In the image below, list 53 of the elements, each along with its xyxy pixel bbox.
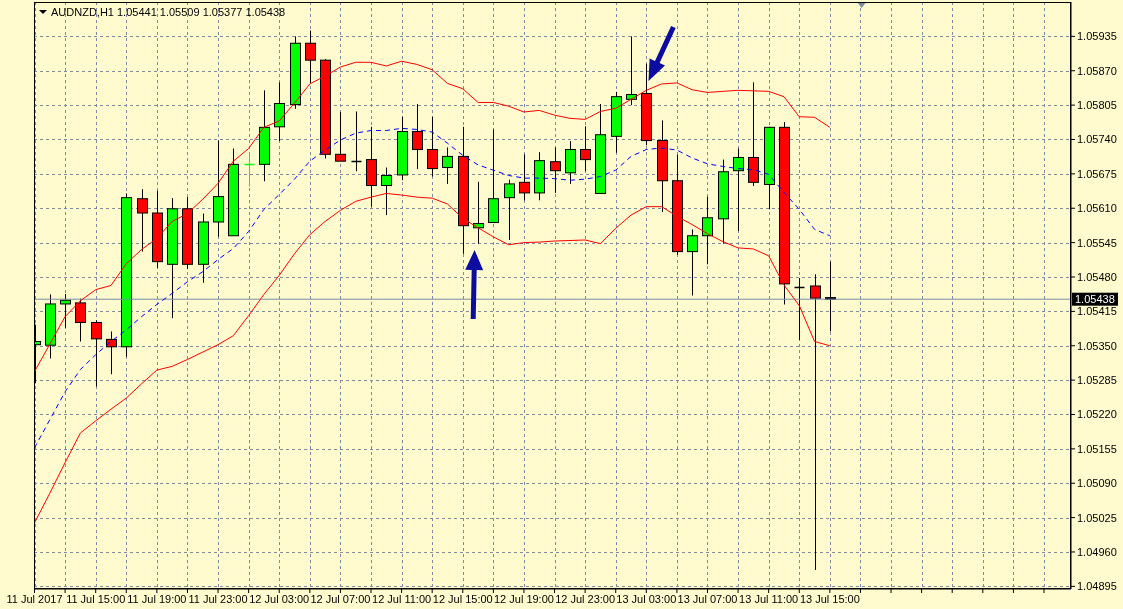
y-tick-label: 1.05545: [1077, 236, 1117, 249]
candlestick: [519, 153, 530, 201]
line-series: [34, 127, 831, 449]
y-tick-label: 1.05740: [1077, 133, 1117, 146]
x-tick-label: 12 Jul 07:00: [310, 592, 371, 605]
candlestick: [550, 146, 561, 194]
candlestick: [488, 128, 499, 224]
candlestick: [427, 116, 438, 178]
candlestick: [565, 140, 576, 185]
y-tick-label: 1.05805: [1077, 99, 1117, 112]
candlestick: [733, 147, 744, 232]
x-tick-label: 12 Jul 03:00: [249, 592, 310, 605]
x-tick-label: 12 Jul 19:00: [493, 592, 554, 605]
candlestick: [91, 319, 102, 387]
y-tick-label: 1.05610: [1077, 202, 1117, 215]
ref-line-label: 1.05438: [1075, 293, 1115, 306]
chart-title: AUDNZD,H1 1.05441 1.05509 1.05377 1.05438: [51, 6, 286, 18]
y-tick-label: 1.05220: [1077, 408, 1117, 421]
candlestick: [580, 125, 591, 172]
x-tick-label: 11 Jul 2017: [6, 592, 63, 605]
x-tick-label: 11 Jul 15:00: [66, 592, 126, 605]
y-tick-label: 1.04895: [1077, 580, 1117, 593]
candlestick: [60, 293, 71, 329]
y-tick-label: 1.05285: [1077, 374, 1117, 387]
candlestick: [504, 179, 515, 241]
y-tick-label: 1.04960: [1077, 545, 1117, 558]
candlestick: [335, 111, 346, 162]
x-tick-label: 11 Jul 19:00: [127, 592, 187, 605]
candlestick: [381, 167, 392, 216]
candlestick: [137, 188, 148, 253]
x-tick-label: 13 Jul 07:00: [677, 592, 738, 605]
y-tick-label: 1.05415: [1077, 305, 1117, 318]
x-tick-label: 12 Jul 15:00: [432, 592, 493, 605]
candlestick: [702, 196, 713, 265]
x-tick-label: 12 Jul 11:00: [372, 592, 432, 605]
y-tick-label: 1.05025: [1077, 511, 1117, 524]
x-tick-label: 13 Jul 11:00: [739, 592, 799, 605]
candlestick: [412, 103, 423, 170]
candlestick: [687, 228, 698, 296]
line-series: [34, 60, 831, 373]
x-tick-label: 12 Jul 23:00: [555, 592, 616, 605]
candlestick: [442, 146, 453, 185]
y-tick-label: 1.05870: [1077, 64, 1117, 77]
x-tick-label: 13 Jul 03:00: [616, 592, 677, 605]
y-tick-label: 1.05155: [1077, 442, 1117, 455]
x-tick-label: 11 Jul 23:00: [188, 592, 248, 605]
y-tick-label: 1.05350: [1077, 339, 1117, 352]
y-tick-label: 1.05675: [1077, 167, 1117, 180]
y-tick-label: 1.05935: [1077, 30, 1117, 43]
y-tick-label: 1.05480: [1077, 270, 1117, 283]
x-tick-label: 13 Jul 15:00: [799, 592, 860, 605]
candlestick: [274, 81, 285, 142]
y-tick-label: 1.05090: [1077, 477, 1117, 490]
